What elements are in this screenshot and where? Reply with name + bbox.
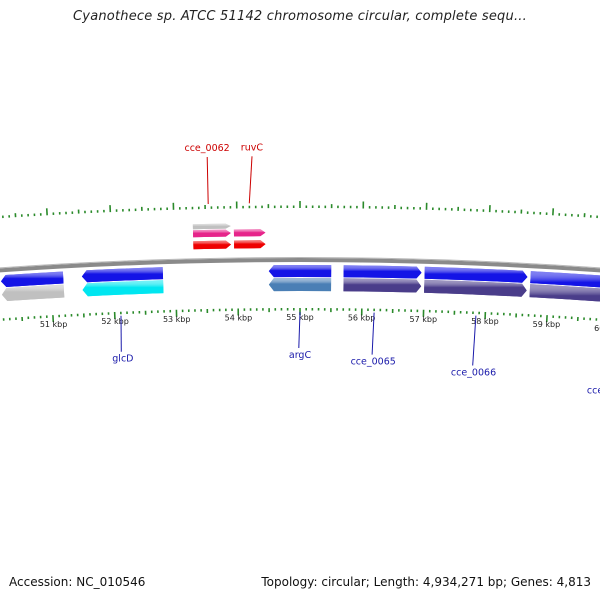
feature-shade-glcD_cds <box>1 284 65 301</box>
feature-shade-ruvC_b <box>234 240 266 249</box>
scale-label-52: 52 kbp <box>101 317 129 326</box>
feature-shade-argC <box>268 264 332 278</box>
gene-label-cce_0062: cce_0062 <box>184 143 229 154</box>
gene-label-glcD: glcD <box>112 354 133 365</box>
genome-summary-text: Topology: circular; Length: 4,934,271 bp… <box>261 575 591 589</box>
accession-text: Accession: NC_010546 <box>9 575 146 589</box>
leader-line-cce_0062 <box>206 156 209 205</box>
feature-shade-glcD_b <box>81 267 164 283</box>
leader-line-argC <box>298 311 301 349</box>
leader-line-ruvC <box>248 156 253 204</box>
feature-shade-cce_0065 <box>343 265 422 279</box>
feature-shade-cce_0062_c <box>193 240 231 250</box>
feature-track <box>0 223 600 302</box>
gene-label-argC: argC <box>289 350 312 361</box>
gene-label-ruvC: ruvC <box>241 142 264 153</box>
feature-shade-cce_0062 <box>192 223 231 230</box>
feature-shade-cce_0065_cds <box>343 278 422 293</box>
gene-label-cce_0067: cce_0067 <box>587 385 600 396</box>
scale-label-58: 58 kbp <box>471 317 499 326</box>
feature-shade-cce_0066_cds <box>424 279 527 297</box>
scale-label-56: 56 kbp <box>348 313 376 322</box>
scale-label-60: 60 kbp <box>594 324 600 333</box>
leader-line-cce_0066 <box>472 315 477 366</box>
feature-shade-cce_0062_b <box>193 229 231 238</box>
feature-shade-cce_0066 <box>424 266 528 283</box>
gene-labels: cce_0062 ruvC glcD argC cce_0065 cce_0066 cce_… <box>112 142 600 396</box>
backbone-highlight <box>0 257 600 269</box>
feature-shade-glcD_b_cds <box>82 280 164 297</box>
scale-label-53: 53 kbp <box>163 315 191 324</box>
inner-tick-ring <box>2 308 598 323</box>
leader-line-cce_0065 <box>371 312 375 355</box>
feature-shade-glcD <box>0 271 64 287</box>
outer-tick-ring <box>1 201 599 219</box>
backbone-line <box>0 258 600 273</box>
map-title: Cyanothece sp. ATCC 51142 chromosome cir… <box>73 9 527 24</box>
gene-label-cce_0065: cce_0065 <box>351 357 396 368</box>
scale-label-59: 59 kbp <box>533 320 561 329</box>
backbone <box>0 257 600 273</box>
scale-label-57: 57 kbp <box>410 315 438 324</box>
scale-label-54: 54 kbp <box>225 313 253 322</box>
feature-shade-argC_cds <box>268 277 332 292</box>
gene-label-cce_0066: cce_0066 <box>451 368 496 379</box>
feature-shade-ruvC <box>233 229 266 237</box>
scale-label-51: 51 kbp <box>40 320 68 329</box>
feature-shade-cce_0067_cds <box>529 284 600 302</box>
feature-shade-cce_0067 <box>530 271 600 288</box>
